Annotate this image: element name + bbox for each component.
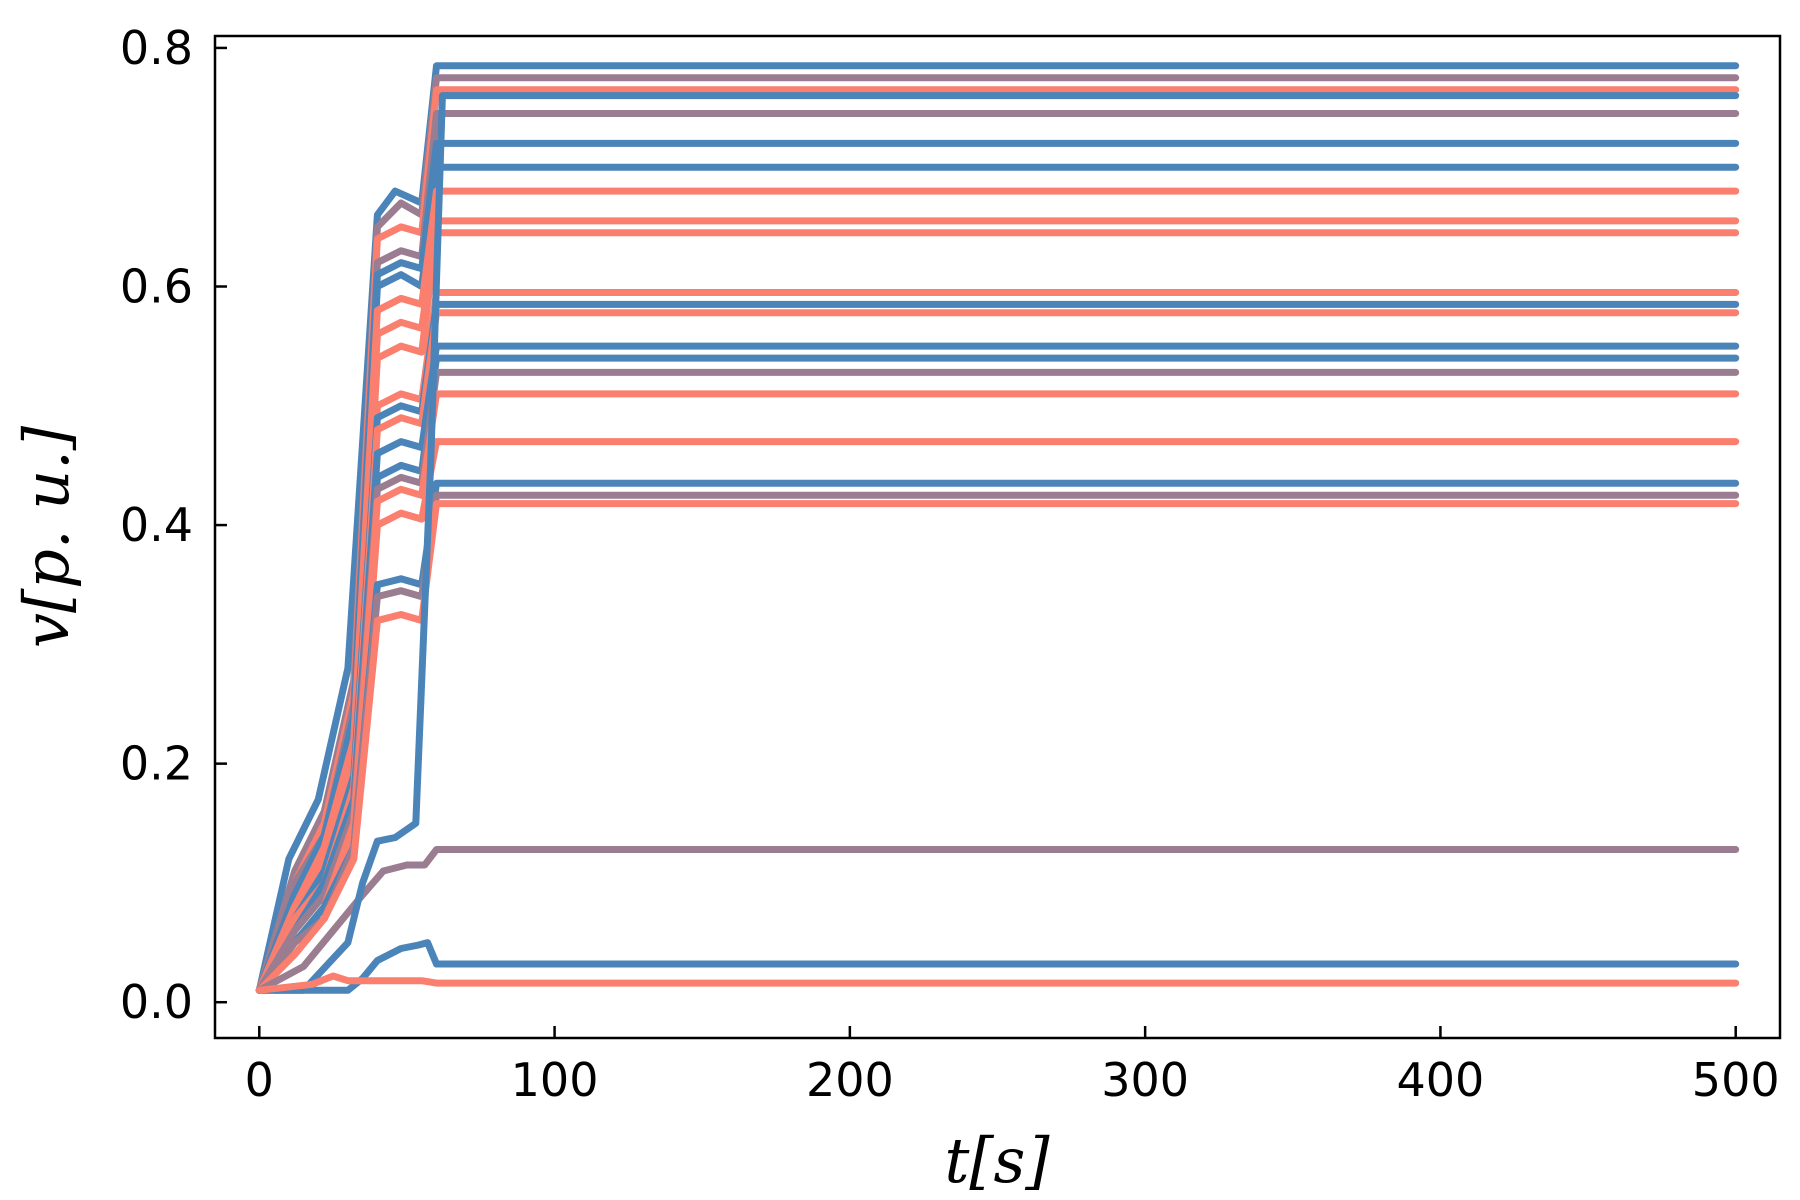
series-line-24 xyxy=(255,972,1740,994)
ticks-layer: 0 100 200 300 400 500 0.0 0.2 0.4 0.6 0.8 xyxy=(120,21,1780,1107)
x-axis-label: t[s] xyxy=(944,1124,1050,1197)
series-line-17 xyxy=(255,438,1740,994)
series-line-21 xyxy=(255,846,1740,994)
series-line-22 xyxy=(255,92,1740,994)
series-line-18 xyxy=(255,479,1740,994)
y-tick-label: 0.0 xyxy=(120,975,193,1029)
series-line-20 xyxy=(255,500,1740,994)
x-tick-label: 100 xyxy=(511,1053,599,1107)
x-tick-label: 200 xyxy=(806,1053,894,1107)
series-line-5 xyxy=(255,139,1740,994)
series-line-14 xyxy=(255,354,1740,994)
y-tick-label: 0.2 xyxy=(120,737,193,791)
series-line-9 xyxy=(255,229,1740,994)
series-line-23 xyxy=(255,939,1740,994)
series-line-19 xyxy=(255,491,1740,994)
series-layer xyxy=(255,62,1740,994)
y-tick-label: 0.8 xyxy=(120,21,193,75)
y-tick-label: 0.6 xyxy=(120,260,193,314)
y-tick-label: 0.4 xyxy=(120,498,193,552)
y-axis-label: v[p. u.] xyxy=(10,425,83,648)
series-line-8 xyxy=(255,217,1740,994)
series-line-2 xyxy=(255,74,1740,994)
x-tick-label: 400 xyxy=(1397,1053,1485,1107)
plot-frame xyxy=(213,34,1782,1040)
x-tick-label: 0 xyxy=(245,1053,274,1107)
series-line-4 xyxy=(255,110,1740,994)
series-line-3 xyxy=(255,86,1740,994)
series-line-15 xyxy=(255,368,1740,994)
series-line-11 xyxy=(255,300,1740,994)
x-tick-label: 300 xyxy=(1101,1053,1189,1107)
x-tick-label: 500 xyxy=(1692,1053,1780,1107)
series-line-12 xyxy=(255,309,1740,994)
